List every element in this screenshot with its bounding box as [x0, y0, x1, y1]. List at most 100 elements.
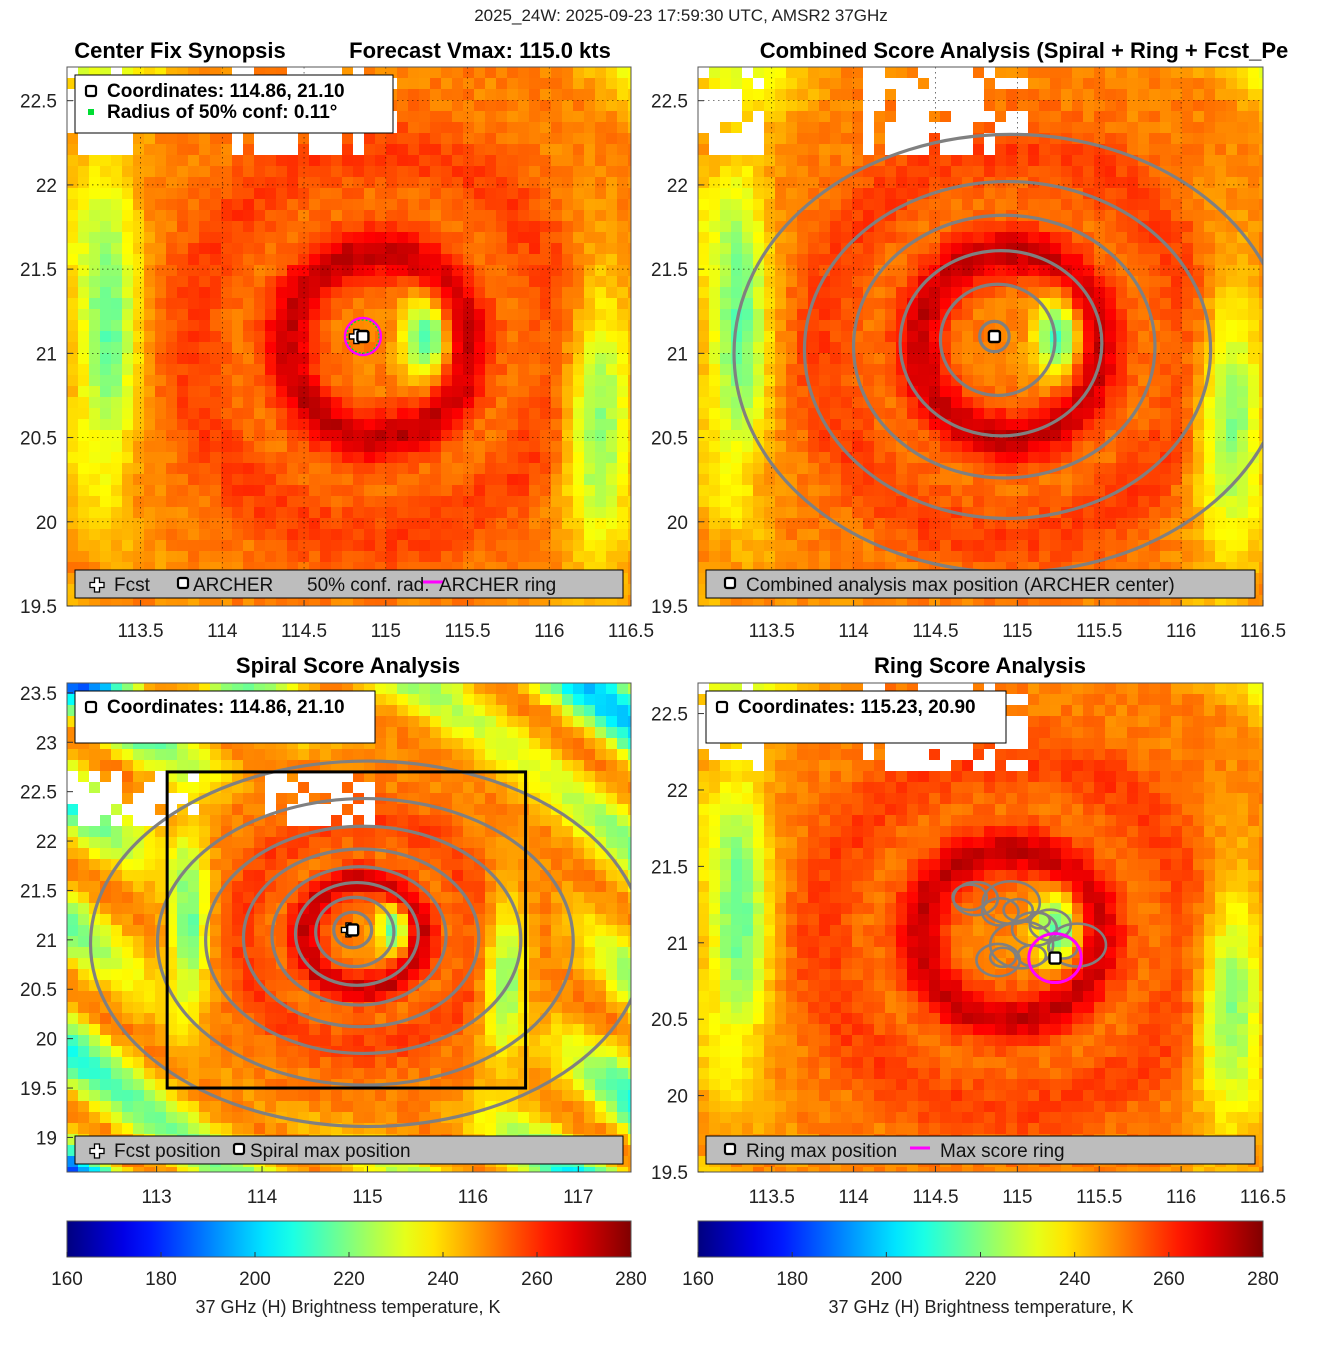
heatmap-cell: [1204, 375, 1216, 387]
heatmap-cell: [397, 243, 409, 255]
heatmap-cell: [573, 122, 585, 134]
heatmap-cell: [562, 331, 574, 343]
heatmap-cell: [386, 364, 398, 376]
heatmap-cell: [562, 463, 574, 475]
x-tick-label: 114.5: [281, 621, 327, 642]
heatmap-cell: [731, 331, 743, 343]
heatmap-cell: [1138, 408, 1150, 420]
heatmap-cell: [67, 452, 79, 464]
heatmap-cell: [243, 199, 255, 211]
heatmap-cell: [474, 408, 486, 420]
heatmap-cell: [852, 144, 864, 156]
heatmap-cell: [940, 364, 952, 376]
heatmap-cell: [276, 397, 288, 409]
heatmap-cell: [100, 474, 112, 486]
heatmap-cell: [731, 397, 743, 409]
heatmap-cell: [885, 551, 897, 563]
heatmap-cell: [375, 320, 387, 332]
heatmap-cell: [584, 397, 596, 409]
heatmap-cell: [584, 342, 596, 354]
heatmap-cell: [573, 210, 585, 222]
heatmap-cell: [1215, 133, 1227, 145]
heatmap-cell: [1259, 375, 1263, 387]
heatmap-cell: [1050, 276, 1062, 288]
heatmap-cell: [1149, 210, 1161, 222]
heatmap-cell: [951, 551, 963, 563]
heatmap-cell: [918, 155, 930, 167]
heatmap-cell: [973, 342, 985, 354]
heatmap-cell: [507, 111, 519, 123]
heatmap-cell: [518, 144, 530, 156]
heatmap-cell: [764, 485, 776, 497]
heatmap-cell: [210, 166, 222, 178]
heatmap-cell: [540, 364, 552, 376]
heatmap-cell: [1072, 177, 1084, 189]
heatmap-cell: [133, 408, 145, 420]
heatmap-cell: [1160, 507, 1172, 519]
heatmap-cell: [111, 287, 123, 299]
heatmap-cell: [78, 199, 90, 211]
heatmap-cell: [67, 518, 79, 530]
heatmap-cell: [1116, 210, 1128, 222]
heatmap-cell: [199, 562, 211, 574]
heatmap-cell: [973, 518, 985, 530]
heatmap-cell: [698, 386, 710, 398]
heatmap-cell: [1171, 89, 1183, 101]
heatmap-cell: [67, 507, 79, 519]
heatmap-cell: [265, 331, 277, 343]
heatmap-cell: [1215, 485, 1227, 497]
heatmap-cell: [808, 221, 820, 233]
heatmap-cell: [907, 309, 919, 321]
heatmap-cell: [1215, 199, 1227, 211]
heatmap-cell: [1006, 243, 1018, 255]
heatmap-cell: [1116, 166, 1128, 178]
heatmap-cell: [408, 243, 420, 255]
heatmap-cell: [254, 276, 266, 288]
heatmap-cell: [551, 452, 563, 464]
heatmap-cell: [199, 540, 211, 552]
heatmap-cell: [1226, 441, 1238, 453]
heatmap-cell: [764, 265, 776, 277]
heatmap-cell: [496, 188, 508, 200]
heatmap-cell: [441, 166, 453, 178]
heatmap-cell: [885, 408, 897, 420]
heatmap-cell: [797, 265, 809, 277]
heatmap-cell: [742, 166, 754, 178]
heatmap-cell: [199, 320, 211, 332]
heatmap-cell: [254, 221, 266, 233]
heatmap-cell: [111, 595, 123, 606]
heatmap-cell: [841, 177, 853, 189]
heatmap-cell: [797, 155, 809, 167]
heatmap-cell: [1182, 353, 1194, 365]
heatmap-cell: [1028, 67, 1040, 79]
heatmap-cell: [628, 474, 631, 486]
heatmap-cell: [1028, 496, 1040, 508]
heatmap-cell: [287, 254, 299, 266]
heatmap-cell: [386, 67, 398, 79]
heatmap-cell: [720, 111, 732, 123]
heatmap-cell: [452, 375, 464, 387]
heatmap-cell: [1116, 463, 1128, 475]
heatmap-cell: [1061, 441, 1073, 453]
heatmap-cell: [628, 309, 631, 321]
heatmap-cell: [540, 111, 552, 123]
heatmap-cell: [1039, 441, 1051, 453]
heatmap-cell: [364, 287, 376, 299]
heatmap-cell: [584, 298, 596, 310]
heatmap-cell: [628, 78, 631, 90]
heatmap-cell: [1017, 463, 1029, 475]
heatmap-cell: [155, 188, 167, 200]
heatmap-cell: [320, 496, 332, 508]
heatmap-cell: [199, 254, 211, 266]
heatmap-cell: [221, 595, 233, 606]
heatmap-cell: [1138, 342, 1150, 354]
heatmap-cell: [951, 397, 963, 409]
heatmap-cell: [841, 386, 853, 398]
heatmap-cell: [819, 463, 831, 475]
heatmap-cell: [951, 430, 963, 442]
heatmap-cell: [221, 518, 233, 530]
heatmap-cell: [1072, 155, 1084, 167]
heatmap-cell: [408, 320, 420, 332]
heatmap-cell: [1028, 265, 1040, 277]
heatmap-cell: [1061, 364, 1073, 376]
